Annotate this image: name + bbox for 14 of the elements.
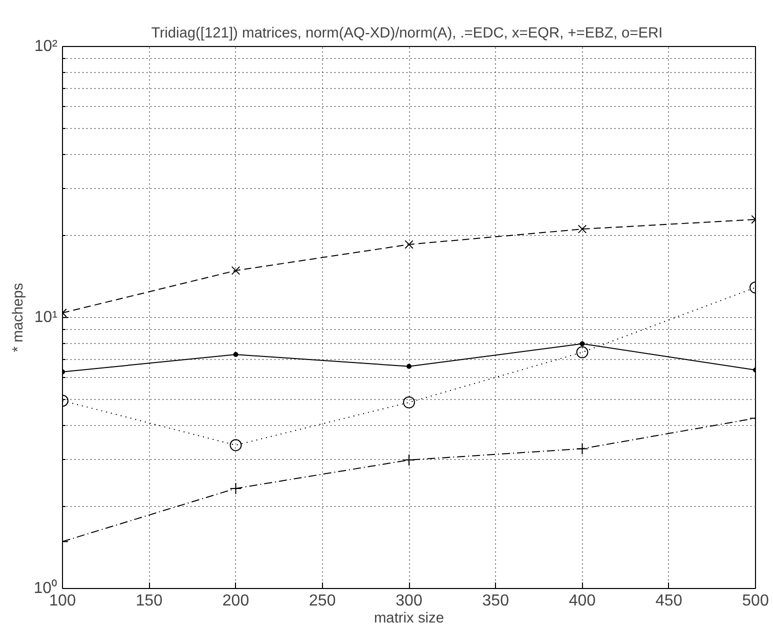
x-tick-label: 250 xyxy=(309,592,336,610)
x-tick-label: 300 xyxy=(396,592,422,610)
chart-title: Tridiag([121]) matrices, norm(AQ-XD)/norm(A), .=EDC, x=EQR, +=EBZ, o=ERI xyxy=(151,26,663,42)
x-tick-label: 350 xyxy=(482,592,510,610)
x-tick-label: 450 xyxy=(656,592,682,610)
x-tick-label: 150 xyxy=(136,592,163,610)
y-axis-title: * macheps xyxy=(10,282,27,352)
x-tick-label: 500 xyxy=(742,592,769,610)
x-tick-label: 400 xyxy=(568,592,596,610)
y-tick-label: 10² xyxy=(34,38,58,55)
x-tick-label: 200 xyxy=(222,592,250,610)
y-tick-label: 10¹ xyxy=(34,309,58,326)
x-tick-label: 100 xyxy=(49,592,76,610)
x-axis-title: matrix size xyxy=(374,610,444,626)
